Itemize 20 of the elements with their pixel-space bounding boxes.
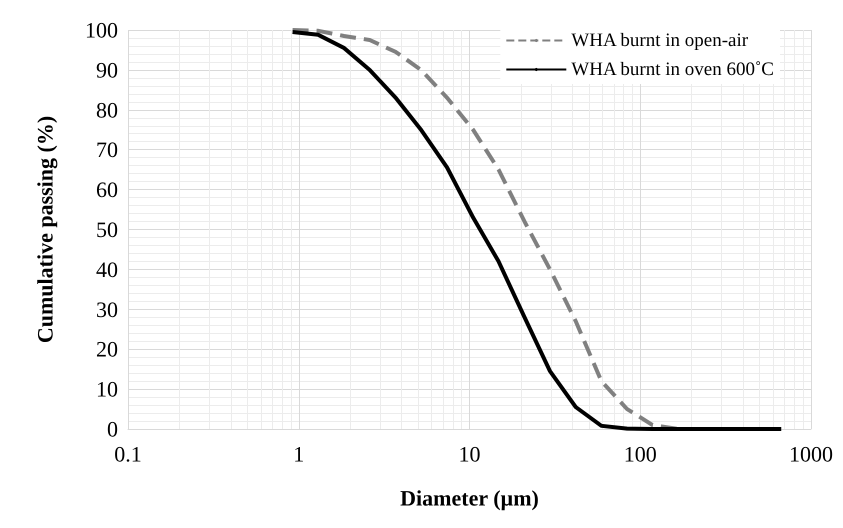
y-tick-label: 80	[96, 97, 118, 122]
y-tick-label: 20	[96, 336, 118, 362]
y-tick-label: 100	[85, 18, 118, 42]
y-axis-title: Cumulative passing (%)	[32, 116, 58, 344]
legend-label: WHA burnt in open-air	[571, 30, 749, 51]
x-tick-label: 10	[458, 442, 480, 466]
y-tick-label: 30	[96, 296, 118, 322]
x-tick-label: 1	[293, 442, 304, 466]
x-tick-label: 1000	[789, 442, 833, 466]
x-axis-title: Diameter (µm)	[400, 486, 539, 510]
x-tick-label: 0.1	[114, 442, 142, 466]
y-tick-label: 0	[107, 416, 118, 442]
legend-label: WHA burnt in oven 600˚C	[571, 59, 774, 80]
y-tick-label: 60	[96, 177, 118, 202]
x-tick-label: 100	[624, 442, 657, 466]
y-tick-label: 50	[96, 217, 118, 242]
y-tick-label: 40	[96, 256, 118, 282]
y-tick-label: 90	[96, 57, 118, 82]
y-tick-label: 10	[96, 376, 118, 402]
y-tick-label: 70	[96, 137, 118, 162]
